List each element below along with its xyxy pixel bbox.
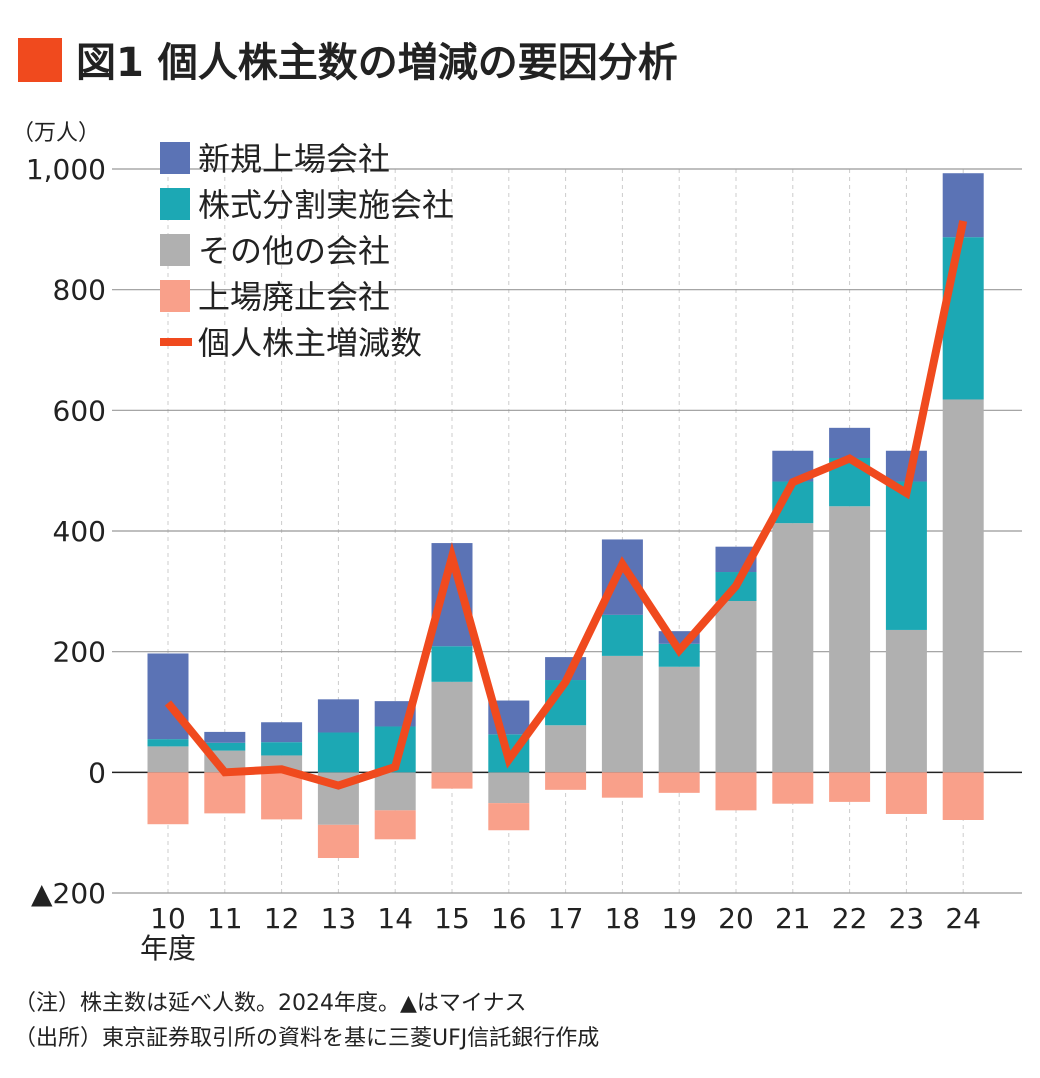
bar-delisted — [147, 772, 189, 825]
bar-new-listing — [829, 427, 871, 458]
x-tick-label: 13 — [321, 902, 357, 935]
bar-delisted — [829, 772, 871, 802]
bar-delisted — [431, 772, 473, 789]
legend-label: 上場廃止会社 — [198, 278, 390, 316]
bar-other-companies — [601, 655, 643, 773]
bar-delisted — [261, 772, 303, 820]
bar-delisted — [374, 810, 416, 840]
x-tick-label: 22 — [832, 902, 868, 935]
x-tick-label: 17 — [548, 902, 584, 935]
bar-delisted — [204, 772, 246, 814]
x-tick-label: 12 — [264, 902, 300, 935]
bar-stock-split — [885, 481, 927, 630]
x-tick-label: 11 — [207, 902, 243, 935]
bar-other-companies — [715, 600, 757, 773]
bar-stock-split — [317, 732, 359, 773]
bar-stock-split — [261, 742, 303, 756]
legend-swatch — [160, 280, 190, 312]
y-tick-label: 600 — [53, 394, 106, 427]
bar-new-listing — [317, 699, 359, 733]
bar-delisted — [772, 772, 814, 804]
legend-label: その他の会社 — [198, 232, 390, 270]
y-tick-label: 800 — [53, 274, 106, 307]
bar-delisted — [715, 772, 757, 811]
bar-stock-split — [204, 742, 246, 751]
y-tick-label: 200 — [53, 636, 106, 669]
bar-other-companies — [829, 506, 871, 773]
bar-other-companies — [885, 629, 927, 773]
y-tick-label: ▲200 — [31, 877, 106, 910]
bar-delisted — [658, 772, 700, 793]
legend-label: 株式分割実施会社 — [198, 186, 454, 224]
bar-other-companies — [374, 772, 416, 811]
bar-new-listing — [601, 539, 643, 615]
bar-delisted — [601, 772, 643, 798]
bar-other-companies — [942, 399, 984, 773]
bar-new-listing — [261, 722, 303, 743]
x-tick-label: 23 — [889, 902, 925, 935]
bar-other-companies — [488, 772, 530, 804]
bar-stock-split — [431, 646, 473, 682]
x-tick-label: 16 — [491, 902, 527, 935]
bar-stock-split — [942, 237, 984, 400]
y-tick-label: 1,000 — [26, 153, 106, 186]
bar-other-companies — [147, 746, 189, 773]
legend-label: 個人株主増減数 — [198, 324, 422, 362]
x-tick-label: 14 — [377, 902, 413, 935]
legend-swatch — [160, 234, 190, 266]
bar-other-companies — [431, 681, 473, 773]
bar-other-companies — [658, 666, 700, 773]
note-text: （注）株主数は延べ人数。2024年度。▲はマイナス — [14, 991, 527, 1016]
x-tick-label: 19 — [661, 902, 697, 935]
legend-swatch — [160, 142, 190, 174]
x-tick-label: 20 — [718, 902, 754, 935]
bar-other-companies — [545, 725, 587, 773]
y-tick-label: 400 — [53, 515, 106, 548]
bar-other-companies — [772, 523, 814, 773]
bar-delisted — [317, 824, 359, 859]
bar-stock-split — [601, 614, 643, 656]
x-tick-label: 10 — [150, 902, 186, 935]
y-axis-unit: （万人） — [12, 121, 100, 146]
bar-new-listing — [204, 731, 246, 743]
x-axis-label: 年度 — [140, 932, 196, 965]
source-text: （出所）東京証券取引所の資料を基に三菱UFJ信託銀行作成 — [14, 1026, 600, 1051]
bar-delisted — [545, 772, 587, 790]
x-tick-label: 24 — [945, 902, 981, 935]
legend-swatch — [160, 188, 190, 220]
x-tick-label: 21 — [775, 902, 811, 935]
bar-stock-split — [147, 739, 189, 747]
bar-delisted — [885, 772, 927, 814]
x-tick-label: 15 — [434, 902, 470, 935]
x-tick-label: 18 — [605, 902, 641, 935]
chart-title: 図1 個人株主数の増減の要因分析 — [76, 40, 678, 86]
bar-delisted — [488, 803, 530, 831]
legend-label: 新規上場会社 — [198, 140, 390, 178]
bar-delisted — [942, 772, 984, 820]
y-tick-label: 0 — [88, 756, 106, 789]
title-marker — [18, 38, 62, 82]
